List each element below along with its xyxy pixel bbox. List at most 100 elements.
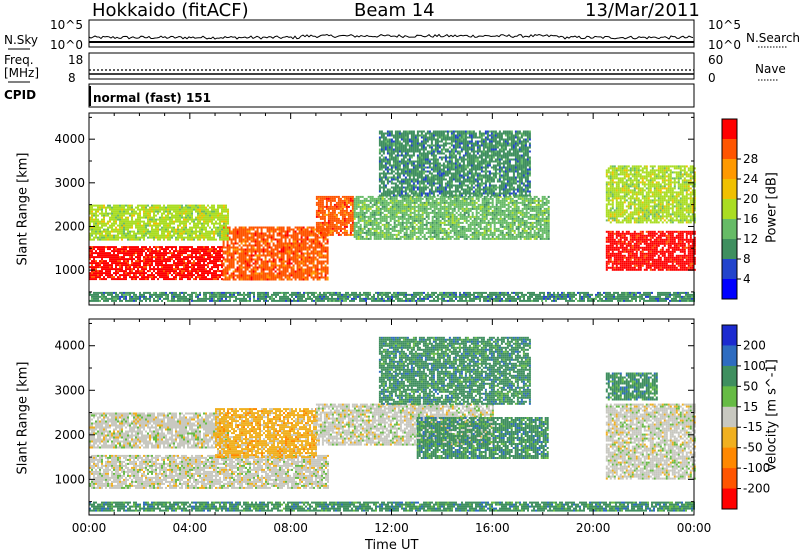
heatmap-cell: [347, 215, 350, 218]
heatmap-cell: [296, 228, 299, 231]
heatmap-cell: [435, 223, 438, 226]
heatmap-cell: [485, 221, 488, 224]
heatmap-cell: [242, 260, 245, 263]
heatmap-cell: [121, 208, 123, 211]
heatmap-cell: [119, 256, 121, 259]
heatmap-cell: [246, 234, 249, 237]
heatmap-cell: [119, 214, 121, 217]
heatmap-cell: [213, 208, 215, 211]
heatmap-cell: [320, 260, 323, 263]
heatmap-cell: [181, 214, 183, 217]
heatmap-cell: [312, 250, 315, 253]
heatmap-cell: [228, 244, 231, 247]
heatmap-cell: [141, 206, 143, 209]
heatmap-cell: [125, 266, 127, 269]
heatmap-cell: [477, 223, 480, 226]
heatmap-cell: [171, 222, 173, 225]
heatmap-cell: [187, 250, 189, 253]
heatmap-cell: [292, 268, 295, 271]
heatmap-cell: [149, 220, 151, 223]
heatmap-cell: [363, 207, 366, 210]
heatmap-cell: [407, 205, 410, 208]
heatmap-cell: [149, 222, 151, 225]
heatmap-cell: [175, 206, 177, 209]
heatmap-cell: [483, 221, 486, 224]
heatmap-cell: [437, 229, 440, 232]
heatmap-cell: [373, 223, 376, 226]
heatmap-cell: [310, 270, 313, 273]
heatmap-cell: [95, 262, 97, 265]
heatmap-cell: [347, 219, 350, 222]
heatmap-cell: [359, 213, 362, 216]
heatmap-cell: [209, 252, 211, 255]
heatmap-cell: [397, 209, 400, 212]
heatmap-cell: [286, 230, 289, 233]
heatmap-cell: [191, 262, 193, 265]
heatmap-cell: [161, 234, 163, 237]
heatmap-cell: [411, 231, 414, 234]
heatmap-cell: [163, 226, 165, 229]
heatmap-cell: [477, 195, 480, 198]
heatmap-cell: [479, 195, 482, 198]
heatmap-cell: [197, 256, 199, 259]
heatmap-cell: [181, 258, 183, 261]
heatmap-cell: [401, 203, 404, 206]
heatmap-cell: [467, 219, 470, 222]
heatmap-cell: [264, 274, 267, 277]
heatmap-cell: [169, 246, 171, 249]
heatmap-cell: [361, 215, 364, 218]
heatmap-cell: [141, 278, 143, 281]
heatmap-cell: [191, 250, 193, 253]
heatmap-cell: [473, 231, 476, 234]
heatmap-cell: [137, 248, 139, 251]
heatmap-cell: [304, 232, 307, 235]
heatmap-cell: [205, 228, 207, 231]
heatmap-cell: [107, 212, 109, 215]
heatmap-cell: [177, 268, 179, 271]
heatmap-cell: [189, 214, 191, 217]
heatmap-cell: [242, 252, 245, 255]
heatmap-cell: [439, 201, 442, 204]
heatmap-cell: [349, 209, 352, 212]
heatmap-cell: [161, 218, 163, 221]
heatmap-cell: [171, 228, 173, 231]
heatmap-cell: [157, 208, 159, 211]
heatmap-cell: [262, 264, 265, 267]
heatmap-cell: [165, 208, 167, 211]
heatmap-cell: [435, 227, 438, 230]
heatmap-cell: [111, 230, 113, 233]
heatmap-cell: [129, 274, 131, 277]
heatmap-cell: [145, 252, 147, 255]
heatmap-cell: [197, 206, 199, 209]
heatmap-cell: [217, 206, 219, 209]
heatmap-cell: [441, 213, 444, 216]
heatmap-cell: [371, 227, 374, 230]
heatmap-cell: [103, 278, 105, 281]
heatmap-cell: [409, 229, 412, 232]
heatmap-cell: [519, 213, 522, 216]
heatmap-cell: [137, 222, 139, 225]
heatmap-cell: [248, 228, 251, 231]
heatmap-cell: [373, 199, 376, 202]
heatmap-cell: [262, 232, 265, 235]
heatmap-cell: [457, 231, 460, 234]
heatmap-cell: [199, 248, 201, 251]
heatmap-cell: [314, 276, 317, 279]
heatmap-cell: [365, 231, 368, 234]
heatmap-cell: [503, 197, 506, 200]
heatmap-cell: [103, 246, 105, 249]
heatmap-cell: [324, 250, 327, 253]
heatmap-cell: [151, 258, 153, 261]
heatmap-cell: [181, 260, 183, 263]
heatmap-cell: [393, 237, 396, 240]
heatmap-cell: [151, 232, 153, 235]
heatmap-cell: [284, 244, 287, 247]
heatmap-cell: [137, 246, 139, 249]
heatmap-cell: [493, 211, 496, 214]
heatmap-cell: [367, 215, 370, 218]
heatmap-cell: [232, 274, 235, 277]
heatmap-cell: [89, 262, 91, 265]
heatmap-cell: [479, 231, 482, 234]
heatmap-cell: [159, 208, 161, 211]
heatmap-cell: [298, 248, 301, 251]
